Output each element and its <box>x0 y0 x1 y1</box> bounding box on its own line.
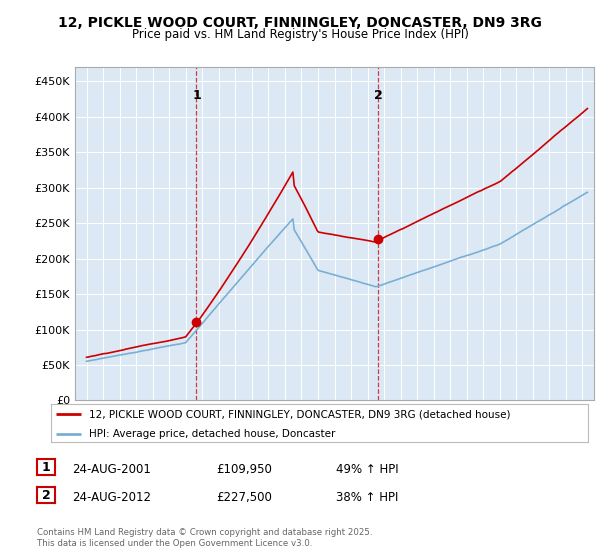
Text: 24-AUG-2012: 24-AUG-2012 <box>72 491 151 504</box>
Text: Price paid vs. HM Land Registry's House Price Index (HPI): Price paid vs. HM Land Registry's House … <box>131 28 469 41</box>
Text: 12, PICKLE WOOD COURT, FINNINGLEY, DONCASTER, DN9 3RG: 12, PICKLE WOOD COURT, FINNINGLEY, DONCA… <box>58 16 542 30</box>
Text: 12, PICKLE WOOD COURT, FINNINGLEY, DONCASTER, DN9 3RG (detached house): 12, PICKLE WOOD COURT, FINNINGLEY, DONCA… <box>89 409 510 419</box>
Text: 2: 2 <box>374 89 383 102</box>
Text: 2: 2 <box>42 488 50 502</box>
Text: 38% ↑ HPI: 38% ↑ HPI <box>336 491 398 504</box>
Text: £227,500: £227,500 <box>216 491 272 504</box>
Text: 49% ↑ HPI: 49% ↑ HPI <box>336 463 398 476</box>
Text: 1: 1 <box>42 460 50 474</box>
Text: 1: 1 <box>192 89 201 102</box>
Text: Contains HM Land Registry data © Crown copyright and database right 2025.
This d: Contains HM Land Registry data © Crown c… <box>37 528 373 548</box>
Text: £109,950: £109,950 <box>216 463 272 476</box>
Text: 24-AUG-2001: 24-AUG-2001 <box>72 463 151 476</box>
Text: HPI: Average price, detached house, Doncaster: HPI: Average price, detached house, Donc… <box>89 429 335 439</box>
